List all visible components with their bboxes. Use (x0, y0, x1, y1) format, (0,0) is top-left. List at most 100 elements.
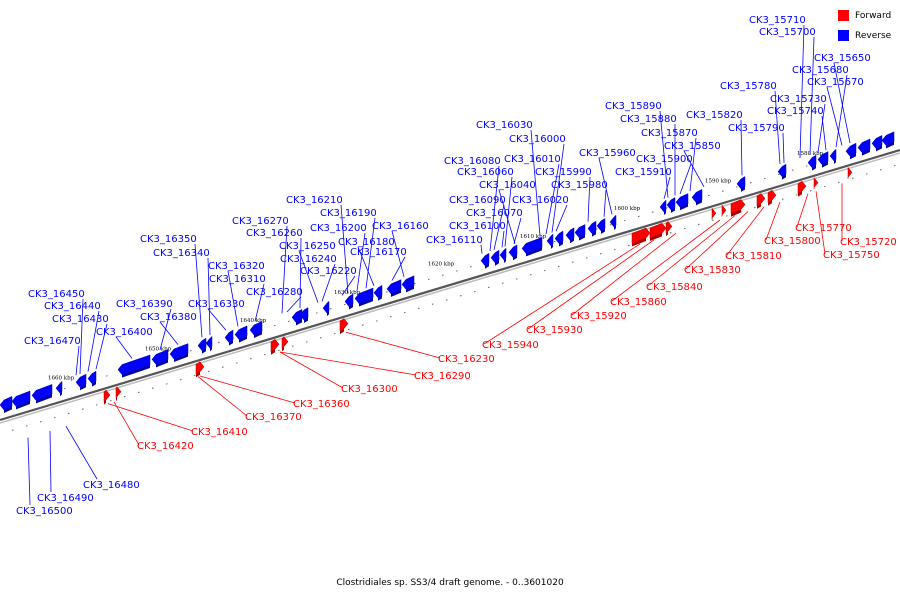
reverse-leader-line (598, 157, 613, 215)
axis-tick-upper (805, 165, 808, 167)
axis-tick-lower (459, 295, 462, 297)
reverse-gene-arrow (508, 244, 518, 258)
forward-gene-shade (798, 191, 802, 197)
forward-leader-line (685, 211, 749, 270)
reverse-leader-line (498, 189, 516, 244)
axis-tick-upper (385, 291, 388, 293)
reverse-leader-line (115, 336, 133, 359)
reverse-leader-line (95, 323, 108, 370)
reverse-gene-shade (4, 406, 12, 413)
forward-gene-label: CK3_16410 (191, 427, 248, 438)
forward-gene-arrow (270, 338, 280, 353)
reverse-gene-shade (592, 231, 596, 237)
forward-gene-shade (340, 328, 344, 334)
axis-tick-lower (711, 219, 714, 221)
reverse-gene-arrow (344, 293, 354, 307)
forward-gene-arrow (339, 318, 349, 332)
reverse-gene-arrow (499, 247, 507, 261)
reverse-gene-arrow (587, 220, 597, 234)
reverse-leader-line (545, 163, 560, 235)
reverse-gene-label: CK3_16350 (140, 234, 197, 245)
forward-gene-label: CK3_16300 (341, 384, 398, 395)
reverse-gene-shade (80, 384, 86, 391)
forward-gene-label: CK3_15750 (823, 250, 880, 261)
forward-gene-shade (116, 396, 117, 402)
reverse-leader-line-below (27, 437, 31, 506)
axis-tick-lower (53, 416, 56, 419)
reverse-gene-shade (239, 335, 247, 343)
reverse-gene-shade (876, 145, 882, 152)
reverse-leader-line (281, 225, 288, 314)
axis-tick-upper (623, 219, 626, 222)
forward-gene-arrow (721, 204, 727, 217)
reverse-gene-shade (822, 161, 828, 168)
reverse-gene-label: CK3_16200 (310, 223, 367, 234)
reverse-leader-line (821, 115, 827, 151)
axis-tick-lower (207, 370, 210, 373)
axis-tick-lower (221, 366, 224, 368)
axis-tick-lower (571, 261, 574, 263)
axis-tick-upper (427, 278, 430, 281)
reverse-gene-shade (862, 149, 870, 156)
axis-tick-lower (487, 286, 490, 289)
forward-gene-shade (731, 209, 741, 217)
reverse-gene-label: CK3_15650 (814, 53, 871, 64)
reverse-gene-arrow (11, 390, 31, 407)
axis-tick-upper (791, 169, 794, 171)
reverse-gene-shade (60, 391, 62, 397)
reverse-gene-shade (570, 237, 574, 244)
reverse-gene-shade (886, 141, 894, 149)
reverse-gene-label-below: CK3_16500 (16, 506, 73, 517)
reverse-gene-arrow (565, 227, 575, 241)
axis-tick-upper (777, 173, 780, 176)
reverse-gene-arrow (480, 252, 490, 267)
axis-tick-lower (25, 425, 28, 427)
axis-tick-lower (893, 164, 896, 167)
axis-tick-lower (375, 320, 378, 322)
forward-gene-arrow (711, 207, 717, 220)
reverse-gene-label: CK3_16070 (466, 208, 523, 219)
axis-tick-lower (333, 332, 336, 335)
reverse-leader-line (254, 283, 265, 322)
reverse-gene-shade (782, 174, 786, 180)
axis-tick-lower (179, 379, 182, 381)
reverse-leader-line (87, 310, 100, 372)
reverse-gene-label: CK3_15680 (792, 65, 849, 76)
reverse-gene-shade (834, 159, 836, 164)
reverse-leader-line (659, 110, 669, 198)
reverse-gene-shade (378, 295, 382, 301)
forward-leader-line (483, 243, 641, 345)
reverse-gene-label: CK3_15910 (615, 167, 672, 178)
axis-tick-upper (63, 387, 66, 390)
reverse-gene-label: CK3_16080 (444, 156, 501, 167)
axis-tick-upper (315, 312, 318, 314)
legend-reverse: Reverse (838, 28, 900, 43)
axis-tick-lower (235, 362, 238, 364)
reverse-gene-arrow (55, 380, 63, 394)
reverse-gene-label: CK3_16250 (279, 241, 336, 252)
axis-tick-upper (189, 350, 192, 352)
axis-tick-lower (11, 429, 14, 431)
reverse-gene-arrow (845, 142, 857, 157)
forward-leader-line (279, 351, 417, 376)
axis-tick-lower (823, 185, 826, 188)
reverse-gene-label: CK3_15880 (620, 114, 677, 125)
reverse-gene-label: CK3_15900 (636, 154, 693, 165)
reverse-gene-label: CK3_15700 (759, 27, 816, 38)
forward-gene-arrow (103, 389, 111, 403)
forward-leader-line (113, 401, 140, 446)
reverse-gene-label: CK3_16210 (286, 195, 343, 206)
forward-leader-line (611, 219, 721, 302)
reverse-gene-arrow (205, 335, 213, 349)
axis-tick-lower (249, 358, 252, 360)
reverse-gene-shade (16, 401, 30, 410)
axis-tick-lower (305, 341, 308, 343)
axis-tick-upper (553, 240, 556, 243)
reverse-gene-label: CK3_16060 (457, 167, 514, 178)
reverse-gene-label: CK3_16430 (52, 314, 109, 325)
legend-forward-label: Forward (855, 10, 892, 21)
axis-tick-lower (67, 412, 70, 415)
reverse-gene-shade (485, 263, 489, 269)
ruler-label: 1600 kbp (614, 206, 641, 212)
forward-leader-line (647, 215, 736, 287)
